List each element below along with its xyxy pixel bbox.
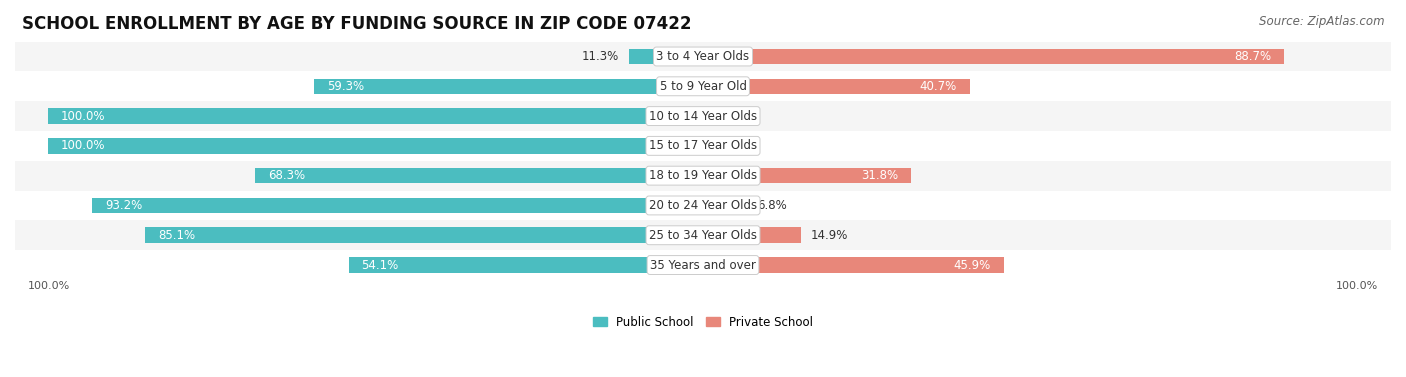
Text: 0.0%: 0.0% — [713, 139, 742, 152]
Text: 18 to 19 Year Olds: 18 to 19 Year Olds — [650, 169, 756, 182]
Text: 100.0%: 100.0% — [60, 139, 105, 152]
Text: 0.0%: 0.0% — [713, 110, 742, 123]
Text: 40.7%: 40.7% — [920, 80, 956, 93]
Text: 88.7%: 88.7% — [1234, 50, 1271, 63]
Bar — [703, 168, 911, 183]
Bar — [15, 101, 1391, 131]
Bar — [15, 190, 1391, 220]
Text: 35 Years and over: 35 Years and over — [650, 259, 756, 271]
Text: 93.2%: 93.2% — [105, 199, 142, 212]
Text: 5 to 9 Year Old: 5 to 9 Year Old — [659, 80, 747, 93]
Text: 10 to 14 Year Olds: 10 to 14 Year Olds — [650, 110, 756, 123]
Bar — [93, 198, 703, 213]
Bar — [703, 257, 1004, 273]
Text: 20 to 24 Year Olds: 20 to 24 Year Olds — [650, 199, 756, 212]
Text: 100.0%: 100.0% — [60, 110, 105, 123]
Bar — [15, 131, 1391, 161]
Bar — [15, 161, 1391, 190]
Text: 68.3%: 68.3% — [269, 169, 305, 182]
Bar — [703, 49, 1284, 64]
Bar — [145, 227, 703, 243]
Bar — [15, 41, 1391, 71]
Bar — [48, 138, 703, 153]
Bar — [256, 168, 703, 183]
Text: 100.0%: 100.0% — [28, 281, 70, 291]
Text: 59.3%: 59.3% — [328, 80, 364, 93]
Legend: Public School, Private School: Public School, Private School — [593, 316, 813, 329]
Text: 25 to 34 Year Olds: 25 to 34 Year Olds — [650, 229, 756, 242]
Bar — [15, 250, 1391, 280]
Bar — [48, 108, 703, 124]
Text: 85.1%: 85.1% — [159, 229, 195, 242]
Bar — [15, 71, 1391, 101]
Bar — [628, 49, 703, 64]
Bar — [703, 198, 748, 213]
Text: 6.8%: 6.8% — [758, 199, 787, 212]
Text: 100.0%: 100.0% — [1336, 281, 1378, 291]
Text: 45.9%: 45.9% — [953, 259, 991, 271]
Bar — [15, 220, 1391, 250]
Bar — [315, 78, 703, 94]
Text: Source: ZipAtlas.com: Source: ZipAtlas.com — [1260, 15, 1385, 28]
Text: SCHOOL ENROLLMENT BY AGE BY FUNDING SOURCE IN ZIP CODE 07422: SCHOOL ENROLLMENT BY AGE BY FUNDING SOUR… — [22, 15, 692, 33]
Text: 54.1%: 54.1% — [361, 259, 399, 271]
Bar — [703, 78, 970, 94]
Bar — [349, 257, 703, 273]
Text: 31.8%: 31.8% — [860, 169, 898, 182]
Text: 3 to 4 Year Olds: 3 to 4 Year Olds — [657, 50, 749, 63]
Text: 15 to 17 Year Olds: 15 to 17 Year Olds — [650, 139, 756, 152]
Text: 11.3%: 11.3% — [582, 50, 619, 63]
Text: 14.9%: 14.9% — [810, 229, 848, 242]
Bar — [703, 227, 800, 243]
